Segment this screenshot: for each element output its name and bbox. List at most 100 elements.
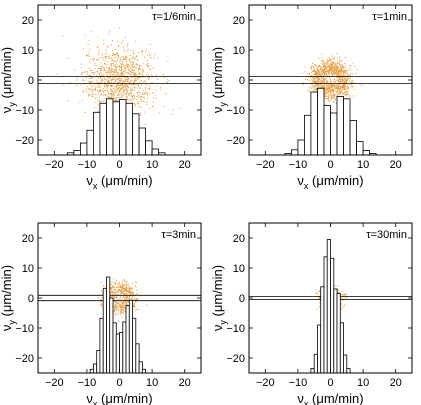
- chart2-point: [333, 70, 335, 72]
- chart2-point: [352, 62, 354, 64]
- chart1-point: [92, 89, 94, 90]
- chart3-point: [130, 299, 132, 301]
- chart1-point: [110, 93, 112, 95]
- chart1-point: [136, 63, 138, 65]
- chart2-point: [326, 81, 328, 83]
- chart2-point: [304, 78, 306, 80]
- chart1-point: [123, 46, 125, 48]
- chart1-point: [121, 63, 123, 65]
- chart2-hist-bar: [349, 120, 358, 156]
- chart2-point: [339, 69, 341, 71]
- chart2-point: [336, 69, 337, 71]
- chart3-point: [121, 286, 123, 288]
- chart2-point: [319, 74, 321, 76]
- chart1-point: [123, 81, 125, 83]
- chart2-point: [315, 80, 317, 82]
- chart1-point: [125, 56, 127, 58]
- chart1-point: [132, 86, 134, 88]
- chart1-point: [95, 87, 96, 89]
- chart2-point: [348, 83, 350, 85]
- chart3-point: [123, 293, 125, 295]
- chart3-point: [129, 291, 131, 293]
- chart1-point: [112, 91, 114, 93]
- chart1-xtick-label: −20: [45, 159, 64, 171]
- chart1-point: [131, 102, 133, 104]
- chart2-point: [327, 81, 329, 83]
- chart1-point: [122, 88, 124, 90]
- chart1-point: [128, 74, 130, 75]
- chart1-point: [103, 63, 105, 64]
- chart1-ytick-label: 20: [22, 15, 34, 27]
- chart1-point: [106, 64, 108, 66]
- chart2-point: [320, 77, 322, 79]
- chart2-point: [327, 66, 329, 68]
- chart1-point: [113, 81, 115, 83]
- chart1-point: [179, 108, 181, 109]
- chart2-point: [331, 81, 333, 82]
- chart2-point: [312, 89, 314, 91]
- chart1-point: [94, 101, 96, 103]
- chart1-xlabel: νx (μm/min): [86, 173, 152, 191]
- chart3-point: [121, 303, 123, 305]
- chart1-point: [128, 68, 130, 70]
- chart2-point: [313, 82, 315, 84]
- chart2-point: [327, 63, 329, 65]
- chart1-point: [62, 84, 64, 86]
- chart1-hist-bar: [86, 129, 94, 156]
- chart1-point: [132, 63, 134, 65]
- chart2-point: [325, 71, 327, 73]
- chart1-point: [126, 45, 128, 47]
- chart1-point: [154, 53, 156, 55]
- chart2-point: [342, 66, 344, 68]
- chart1-point: [130, 87, 132, 89]
- chart2-point: [314, 74, 316, 76]
- chart4-point: [337, 285, 339, 287]
- chart2-point: [326, 81, 328, 82]
- chart1-point: [123, 80, 125, 82]
- chart2-point: [332, 62, 334, 64]
- chart1-point: [103, 43, 105, 45]
- chart1-point: [117, 84, 119, 86]
- chart2-point: [324, 98, 326, 99]
- chart3-point: [127, 296, 129, 297]
- chart1-point: [120, 92, 122, 94]
- chart4-point: [346, 297, 348, 298]
- chart2-point: [351, 80, 353, 82]
- chart1-point: [103, 82, 105, 84]
- chart2-point: [336, 53, 338, 55]
- chart2-point: [329, 70, 331, 72]
- chart1-point: [149, 53, 151, 55]
- chart2-xtick-label: −20: [256, 159, 275, 171]
- chart1-point: [111, 91, 113, 93]
- chart2-point: [332, 75, 334, 77]
- chart2-point: [338, 69, 340, 71]
- chart3-point: [123, 279, 125, 280]
- chart1-point: [163, 76, 165, 78]
- chart2-point: [337, 72, 339, 74]
- chart1-point: [104, 81, 106, 83]
- chart1-point: [111, 44, 112, 46]
- chart1-point: [146, 101, 148, 103]
- chart3-point: [113, 291, 115, 293]
- chart1-point: [143, 81, 145, 83]
- chart1-point: [90, 81, 92, 83]
- chart1-point: [126, 90, 127, 92]
- chart1-point: [141, 96, 143, 98]
- chart1-point: [168, 80, 170, 82]
- chart2-point: [328, 65, 330, 66]
- chart3-point: [119, 287, 121, 289]
- chart1-xtick-label: 10: [146, 159, 158, 171]
- chart2-point: [323, 63, 325, 65]
- chart3-point: [134, 301, 136, 303]
- chart1-point: [142, 71, 144, 73]
- chart4-point: [342, 295, 344, 297]
- chart1-point: [81, 72, 83, 74]
- chart1-point: [131, 71, 132, 73]
- chart1-point: [132, 89, 134, 91]
- chart1-point: [102, 57, 104, 59]
- chart2-point: [315, 83, 317, 85]
- chart1-point: [145, 64, 147, 66]
- chart3-point: [113, 297, 115, 299]
- chart1-point: [127, 81, 129, 83]
